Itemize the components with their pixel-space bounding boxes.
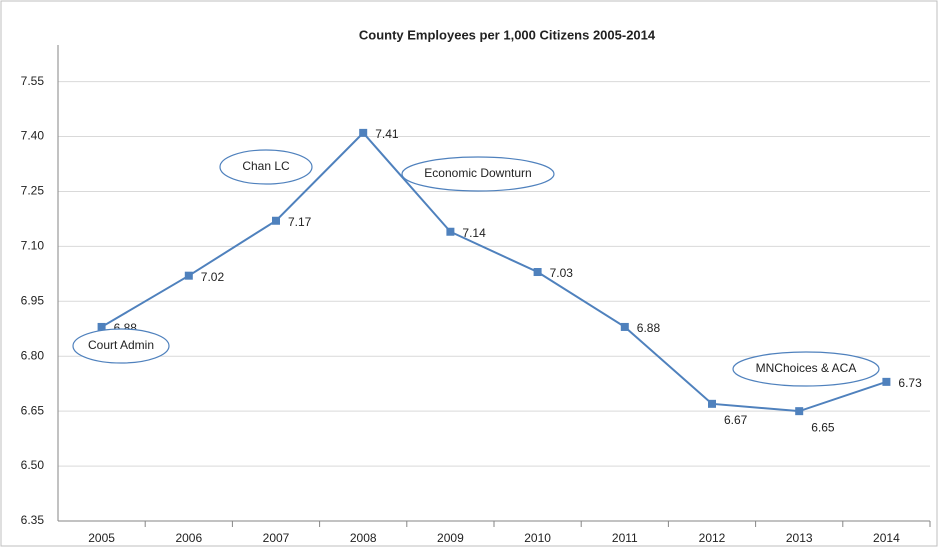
- marker: [708, 399, 716, 408]
- y-tick-label: 6.80: [21, 348, 45, 362]
- marker: [620, 322, 629, 331]
- marker: [795, 407, 804, 416]
- data-label: 7.41: [375, 127, 399, 141]
- data-label: 7.03: [550, 266, 574, 280]
- annotation-ellipse: [401, 156, 555, 192]
- data-label: 7.17: [288, 215, 312, 229]
- marker: [97, 322, 106, 331]
- annotation-ellipse: [72, 328, 170, 364]
- marker: [446, 227, 455, 236]
- x-tick-label: 2005: [88, 531, 115, 545]
- y-tick-label: 7.40: [21, 129, 45, 143]
- marker: [882, 377, 891, 386]
- chart-title: County Employees per 1,000 Citizens 2005…: [359, 27, 656, 42]
- data-label: 7.02: [201, 270, 225, 284]
- annotation: Court Admin: [88, 338, 154, 352]
- y-tick-label: 6.65: [21, 403, 45, 417]
- marker: [359, 128, 368, 137]
- data-label: 6.88: [637, 321, 661, 335]
- x-tick-label: 2009: [437, 531, 464, 545]
- annotation-ellipse: [732, 351, 880, 387]
- line: [101, 131, 887, 413]
- marker: [184, 271, 193, 280]
- x-tick-label: 2007: [263, 531, 290, 545]
- annotation-ellipse: [219, 149, 313, 185]
- y-tick-label: 6.35: [21, 513, 45, 527]
- data-label: 6.73: [898, 376, 922, 390]
- annotation: Economic Downturn: [424, 166, 531, 180]
- x-tick-label: 2010: [524, 531, 551, 545]
- x-tick-label: 2008: [350, 531, 377, 545]
- x-tick-label: 2011: [612, 531, 638, 545]
- y-tick-label: 7.10: [21, 239, 45, 253]
- x-tick-label: 2013: [786, 531, 813, 545]
- x-tick-label: 2012: [699, 531, 726, 545]
- y-tick-label: 7.55: [21, 74, 45, 88]
- data-label: 6.65: [811, 420, 835, 434]
- data-label: 6.67: [724, 413, 748, 427]
- y-tick-label: 7.25: [21, 184, 45, 198]
- x-tick-label: 2006: [175, 531, 202, 545]
- annotation: MNChoices & ACA: [756, 361, 857, 375]
- x-tick-label: 2014: [873, 531, 900, 545]
- y-tick-label: 6.50: [21, 458, 45, 472]
- y-tick-label: 6.95: [21, 293, 45, 307]
- marker: [272, 216, 280, 225]
- data-label: 7.14: [462, 226, 486, 240]
- marker: [533, 268, 542, 277]
- annotation: Chan LC: [242, 159, 290, 173]
